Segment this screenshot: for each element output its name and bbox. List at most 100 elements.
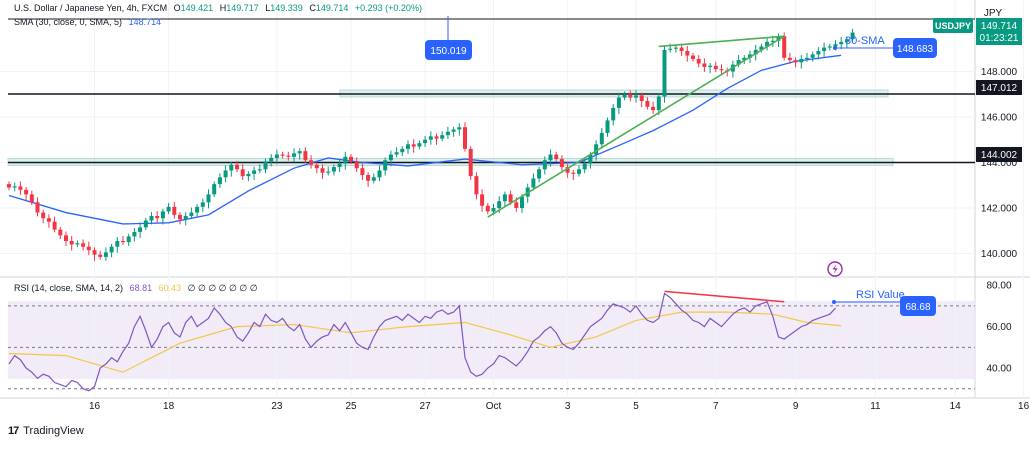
sma-annotation-value: 148.683 [897,44,934,55]
symbol-title: U.S. Dollar / Japanese Yen, 4h, FXCM [14,3,168,13]
candle-bull [582,163,587,170]
candle-bear [349,156,353,162]
candle-bear [81,243,86,247]
sma-line [8,54,842,225]
trendlines [487,35,785,218]
candle-bull [274,154,279,158]
candle-bull [537,169,542,179]
rsi-band [8,301,975,379]
candle-bull [200,202,205,207]
rsi-legend-value: 68.81 [129,283,153,293]
candle-bull [668,48,673,50]
lightning-icon-bolt [832,264,838,274]
trendline [658,35,785,48]
candle-bull [126,236,131,243]
candle-bear [651,106,656,111]
candle-bear [52,221,57,230]
close-value: 149.714 [315,3,349,13]
candles [7,28,855,261]
candle-bear [559,159,564,168]
time-axis: 16 18 23 25 27 Oct 3 5 7 9 11 14 16 [89,401,1030,412]
candle-bear [29,194,34,203]
candle-bull [850,32,855,40]
candle-bull [423,139,428,144]
candle-bear [480,194,485,206]
candle-bull [109,246,114,253]
candle-bull [115,241,120,247]
candle-bull [297,151,302,154]
time-tick-label: 16 [1018,401,1030,412]
time-tick-label: 18 [163,401,175,412]
candle-bear [713,65,718,70]
candle-bull [520,196,524,209]
rsi-tick-label: 60.00 [986,322,1011,333]
tradingview-logo[interactable]: 17 TradingView [8,425,84,437]
candle-bear [514,202,519,209]
candle-bear [360,168,365,176]
rsi-legend-ma-value: 60.43 [158,283,182,293]
candle-bear [24,189,29,195]
high-value: 149.717 [226,3,259,13]
candle-bear [628,94,633,98]
support-badge [976,147,1022,162]
rsi-annotation-value: 68.68 [905,302,930,313]
candle-bull [599,132,604,145]
candle-bear [314,164,319,169]
price-axis: 140.000 142.000 144.000 146.000 148.000 [981,67,1018,260]
candle-bull [337,163,342,168]
rsi-annotation-label: RSI Value [856,289,905,301]
candle-bull [246,173,251,177]
candle-bear [366,175,371,181]
candle-bull [388,154,393,161]
time-tick-label: 14 [950,401,962,412]
candle-bull [497,201,502,209]
candle-bear [691,55,695,59]
sma-legend-value: 148.714 [128,17,162,27]
candle-bear [434,136,439,139]
candle-bear [98,254,103,257]
candle-bear [702,63,707,67]
sma-annotation-badge [893,38,937,58]
low-value: 149.339 [270,3,303,13]
time-tick-label: 23 [271,401,283,412]
candle-bear [463,127,467,149]
rsi-legend: RSI (14, close, SMA, 14, 2) 68.81 60.43 … [14,283,262,294]
resistance-badge-value: 147.012 [981,83,1018,94]
candle-bear [235,164,239,170]
candle-bull [212,184,217,195]
candle-bull [331,167,336,172]
candle-bull [622,94,627,98]
rsi-axis: 40.00 60.00 80.00 [986,281,1011,375]
time-tick-label: 3 [565,401,571,412]
candle-bear [782,36,787,58]
candle-bull [805,57,809,59]
candle-bull [189,212,194,216]
candle-bull [748,54,752,58]
candle-bull [708,65,713,67]
candle-bear [18,186,23,190]
candle-bear [571,172,576,174]
currency-box[interactable] [976,4,1010,20]
candle-bear [69,241,74,245]
time-tick-label: Oct [486,401,502,412]
candle-bull [736,60,741,65]
candle-bear [411,144,416,147]
candle-bear [354,161,359,169]
lightning-icon[interactable] [827,261,843,277]
price-tick-label: 142.000 [981,204,1018,215]
time-tick-label: 27 [420,401,432,412]
candle-bear [178,214,182,220]
candle-bull [143,220,148,228]
rsi-legend-label: RSI (14, close, SMA, 14, 2) [14,283,124,293]
candle-bull [132,231,137,237]
candle-bull [263,161,268,170]
candle-bull [371,177,376,181]
candle-bear [121,241,125,243]
candle-bull [166,206,171,212]
sma-annotation-label: 30-SMA [845,35,885,47]
candle-bear [41,212,46,219]
rsi-tick-label: 80.00 [986,281,1011,292]
candle-bear [485,205,490,212]
candle-bull [616,97,621,108]
